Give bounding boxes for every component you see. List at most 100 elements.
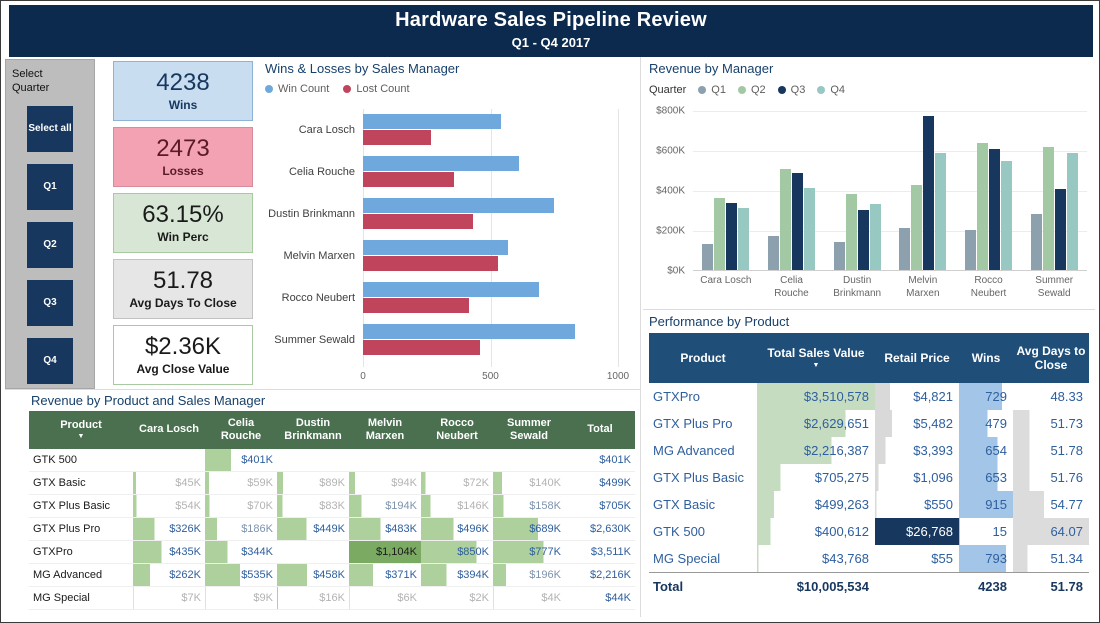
matrix-cell-gtk-500-cara-losch[interactable] <box>133 449 205 471</box>
matrix-product-gtxpro[interactable]: GTXPro <box>33 546 73 558</box>
matrix-cell-mg-special-cara-losch[interactable]: $7K <box>133 587 205 609</box>
perf-days-gtxpro[interactable]: 48.33 <box>1013 383 1089 410</box>
perf-sales-gtk-500[interactable]: $400,612 <box>757 518 875 545</box>
bar-q3-summer-sewald[interactable] <box>1054 188 1066 270</box>
perf-days-gtx-basic[interactable]: 54.77 <box>1013 491 1089 518</box>
matrix-cell-gtx-plus-pro-melvin-marxen[interactable]: $483K <box>349 518 421 540</box>
bar-q2-celia-rouche[interactable] <box>780 168 791 270</box>
slicer-button-q3[interactable]: Q3 <box>27 279 73 326</box>
bar-q4-melvin-marxen[interactable] <box>935 152 947 270</box>
matrix-cell-gtxpro-summer-sewald[interactable]: $777K <box>493 541 565 563</box>
matrix-cell-gtk-500-summer-sewald[interactable] <box>493 449 565 471</box>
perf-product-gtx-plus-basic[interactable]: GTX Plus Basic <box>653 470 745 485</box>
slicer-button-q2[interactable]: Q2 <box>27 221 73 268</box>
perf-days-mg-special[interactable]: 51.34 <box>1013 545 1089 572</box>
matrix-cell-mg-advanced-cara-losch[interactable]: $262K <box>133 564 205 586</box>
perf-sales-gtx-plus-basic[interactable]: $705,275 <box>757 464 875 491</box>
matrix-cell-mg-special-rocco-neubert[interactable]: $2K <box>421 587 493 609</box>
bar-lost-count-summer-sewald[interactable] <box>363 340 481 355</box>
bar-win-count-cara-losch[interactable] <box>363 114 501 129</box>
matrix-cell-gtx-plus-basic-cara-losch[interactable]: $54K <box>133 495 205 517</box>
matrix-header-cara-losch[interactable]: Cara Losch <box>133 411 205 449</box>
legend-item-lost-count[interactable]: Lost Count <box>343 83 410 95</box>
matrix-header-summer-sewald[interactable]: Summer Sewald <box>493 411 565 449</box>
perf-wins-gtx-plus-pro[interactable]: 479 <box>959 410 1013 437</box>
matrix-cell-mg-advanced-celia-rouche[interactable]: $535K <box>205 564 277 586</box>
matrix-cell-gtx-basic-dustin-brinkmann[interactable]: $89K <box>277 472 349 494</box>
bar-lost-count-dustin-brinkmann[interactable] <box>363 214 473 229</box>
bar-q2-summer-sewald[interactable] <box>1042 146 1054 270</box>
perf-wins-gtk-500[interactable]: 15 <box>959 518 1013 545</box>
bar-q3-cara-losch[interactable] <box>726 203 738 270</box>
legend-item-q3[interactable]: Q3 <box>777 84 805 96</box>
legend-item-q2[interactable]: Q2 <box>737 84 766 96</box>
matrix-header-product[interactable]: Product ▼ <box>29 411 133 449</box>
slicer-button-q1[interactable]: Q1 <box>27 163 73 210</box>
bar-q3-rocco-neubert[interactable] <box>989 148 1001 270</box>
legend-item-q4[interactable]: Q4 <box>817 84 845 96</box>
perf-header-total-sales-value[interactable]: Total Sales Value ▼ <box>757 333 875 383</box>
bar-win-count-rocco-neubert[interactable] <box>363 282 539 297</box>
bar-q3-dustin-brinkmann[interactable] <box>857 210 869 270</box>
bar-q1-summer-sewald[interactable] <box>1030 214 1042 270</box>
legend-item-q1[interactable]: Q1 <box>698 84 726 96</box>
perf-retail-gtxpro[interactable]: $4,821 <box>875 383 959 410</box>
bar-lost-count-melvin-marxen[interactable] <box>363 256 499 271</box>
perf-product-mg-advanced[interactable]: MG Advanced <box>653 443 735 458</box>
matrix-cell-mg-special-melvin-marxen[interactable]: $6K <box>349 587 421 609</box>
perf-header-wins[interactable]: Wins <box>959 333 1013 383</box>
matrix-product-mg-advanced[interactable]: MG Advanced <box>33 569 103 581</box>
matrix-header-total[interactable]: Total <box>565 411 635 449</box>
perf-sales-mg-special[interactable]: $43,768 <box>757 545 875 572</box>
bar-q4-rocco-neubert[interactable] <box>1001 160 1013 270</box>
perf-wins-gtx-plus-basic[interactable]: 653 <box>959 464 1013 491</box>
matrix-cell-gtxpro-rocco-neubert[interactable]: $850K <box>421 541 493 563</box>
bar-q4-cara-losch[interactable] <box>738 208 750 270</box>
matrix-cell-gtx-basic-rocco-neubert[interactable]: $72K <box>421 472 493 494</box>
bar-q2-rocco-neubert[interactable] <box>977 142 989 270</box>
matrix-product-gtx-plus-pro[interactable]: GTX Plus Pro <box>33 523 101 535</box>
matrix-cell-mg-advanced-summer-sewald[interactable]: $196K <box>493 564 565 586</box>
perf-product-gtx-basic[interactable]: GTX Basic <box>653 497 716 512</box>
bar-q1-melvin-marxen[interactable] <box>899 228 911 270</box>
perf-sales-gtx-plus-pro[interactable]: $2,629,651 <box>757 410 875 437</box>
perf-retail-gtk-500[interactable]: $26,768 <box>875 518 959 545</box>
matrix-cell-gtk-500-dustin-brinkmann[interactable] <box>277 449 349 471</box>
matrix-cell-gtk-500-rocco-neubert[interactable] <box>421 449 493 471</box>
bar-q2-dustin-brinkmann[interactable] <box>845 194 857 270</box>
bar-q4-summer-sewald[interactable] <box>1066 152 1078 270</box>
perf-sales-mg-advanced[interactable]: $2,216,387 <box>757 437 875 464</box>
matrix-cell-gtxpro-cara-losch[interactable]: $435K <box>133 541 205 563</box>
perf-wins-mg-advanced[interactable]: 654 <box>959 437 1013 464</box>
slicer-button-select-all[interactable]: Select all <box>27 105 73 152</box>
perf-sales-gtxpro[interactable]: $3,510,578 <box>757 383 875 410</box>
matrix-cell-gtx-plus-basic-summer-sewald[interactable]: $158K <box>493 495 565 517</box>
matrix-cell-mg-advanced-rocco-neubert[interactable]: $394K <box>421 564 493 586</box>
bar-q2-cara-losch[interactable] <box>714 198 726 270</box>
perf-wins-mg-special[interactable]: 793 <box>959 545 1013 572</box>
bar-q1-dustin-brinkmann[interactable] <box>833 242 845 270</box>
perf-days-gtk-500[interactable]: 64.07 <box>1013 518 1089 545</box>
matrix-cell-mg-special-summer-sewald[interactable]: $4K <box>493 587 565 609</box>
perf-days-gtx-plus-pro[interactable]: 51.73 <box>1013 410 1089 437</box>
matrix-header-melvin-marxen[interactable]: Melvin Marxen <box>349 411 421 449</box>
matrix-cell-gtx-basic-summer-sewald[interactable]: $140K <box>493 472 565 494</box>
matrix-cell-gtxpro-dustin-brinkmann[interactable] <box>277 541 349 563</box>
matrix-cell-mg-advanced-melvin-marxen[interactable]: $371K <box>349 564 421 586</box>
matrix-product-mg-special[interactable]: MG Special <box>33 592 90 604</box>
bar-q1-rocco-neubert[interactable] <box>965 230 977 270</box>
perf-wins-gtxpro[interactable]: 729 <box>959 383 1013 410</box>
matrix-cell-gtx-basic-cara-losch[interactable]: $45K <box>133 472 205 494</box>
matrix-header-celia-rouche[interactable]: Celia Rouche <box>205 411 277 449</box>
matrix-product-gtx-basic[interactable]: GTX Basic <box>33 477 86 489</box>
matrix-cell-gtk-500-celia-rouche[interactable]: $401K <box>205 449 277 471</box>
matrix-product-gtk-500[interactable]: GTK 500 <box>33 454 78 466</box>
perf-retail-mg-special[interactable]: $55 <box>875 545 959 572</box>
matrix-product-gtx-plus-basic[interactable]: GTX Plus Basic <box>33 500 111 512</box>
bar-win-count-celia-rouche[interactable] <box>363 156 519 171</box>
perf-retail-gtx-basic[interactable]: $550 <box>875 491 959 518</box>
legend-item-win-count[interactable]: Win Count <box>265 83 329 95</box>
perf-header-product[interactable]: Product <box>649 333 757 383</box>
bar-win-count-dustin-brinkmann[interactable] <box>363 198 555 213</box>
matrix-cell-gtx-plus-basic-celia-rouche[interactable]: $70K <box>205 495 277 517</box>
